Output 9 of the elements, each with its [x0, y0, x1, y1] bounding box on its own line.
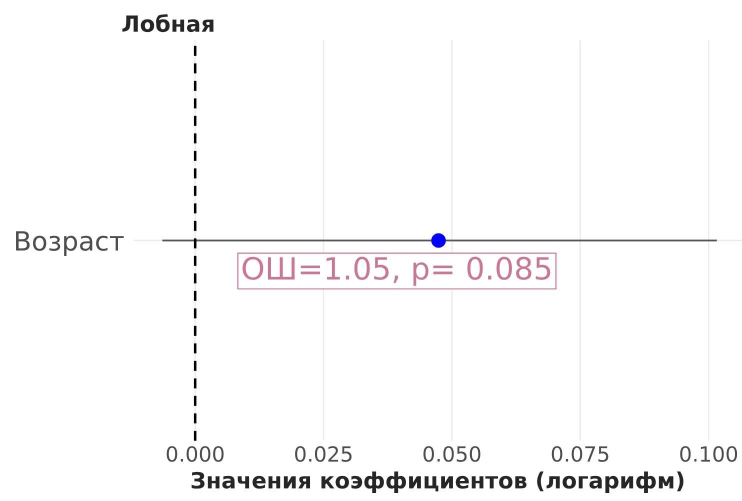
x-axis-title: Значения коэффициентов (логарифм)	[192, 471, 684, 493]
x-tick-label: 0.000	[166, 446, 224, 462]
x-tick-label: 0.100	[680, 446, 738, 462]
annotation: ОШ=1.05, p= 0.085	[242, 256, 550, 286]
chart-title: Лобная	[122, 14, 214, 32]
x-tick-label: 0.025	[295, 446, 352, 462]
x-tick-label: 0.050	[423, 446, 480, 462]
y-tick-label: Возраст	[16, 231, 124, 256]
x-tick-label: 0.075	[552, 446, 608, 462]
